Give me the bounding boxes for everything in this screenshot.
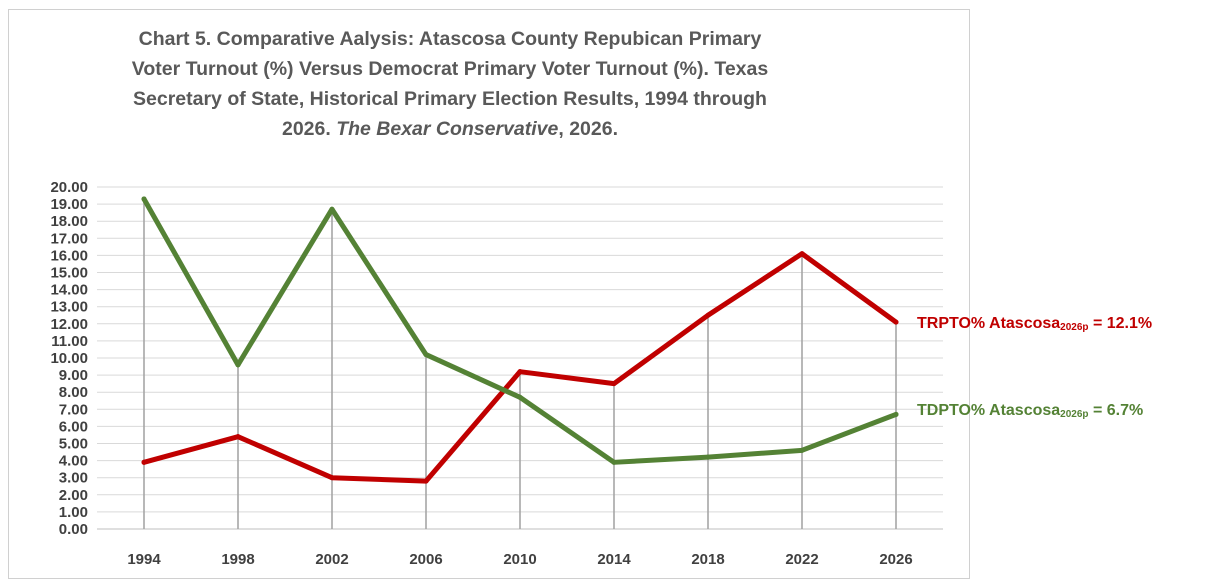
democrat-annotation-sub: 2026p xyxy=(1060,409,1089,420)
data-point-green xyxy=(517,394,523,400)
data-point-green xyxy=(141,196,147,202)
y-tick-label: 7.00 xyxy=(59,401,88,418)
data-point-green xyxy=(611,459,617,465)
x-tick-label: 2006 xyxy=(409,551,442,568)
data-point-red xyxy=(141,459,147,465)
y-tick-label: 20.00 xyxy=(50,179,88,196)
x-tick-label: 2018 xyxy=(691,551,724,568)
data-point-red xyxy=(423,478,429,484)
democrat-annotation-prefix: TDPTO% Atascosa xyxy=(917,402,1061,419)
democrat-annotation: TDPTO% Atascosa2026p = 6.7% xyxy=(917,402,1143,420)
chart-title-line-1: Chart 5. Comparative Aalysis: Atascosa C… xyxy=(138,28,762,50)
chart-title-publication: The Bexar Conservative xyxy=(336,118,559,140)
data-point-red xyxy=(611,381,617,387)
democrat-annotation-value: = 6.7% xyxy=(1088,402,1144,419)
chart-title: Chart 5. Comparative Aalysis: Atascosa C… xyxy=(85,24,815,144)
data-point-green xyxy=(235,362,241,368)
x-tick-label: 1994 xyxy=(127,551,161,568)
chart-title-line-4-post: , 2026. xyxy=(558,118,619,140)
chart-title-line-2: Voter Turnout (%) Versus Democrat Primar… xyxy=(131,58,769,80)
y-tick-label: 0.00 xyxy=(59,521,88,538)
data-point-red xyxy=(517,369,523,375)
data-point-red xyxy=(329,475,335,481)
y-tick-label: 15.00 xyxy=(50,265,88,282)
chart-frame xyxy=(8,9,970,579)
data-point-green xyxy=(893,411,899,417)
data-point-green xyxy=(799,447,805,453)
x-tick-label: 2014 xyxy=(597,551,631,568)
x-tick-label: 2022 xyxy=(785,551,818,568)
republican-annotation-sub: 2026p xyxy=(1060,322,1089,333)
y-tick-label: 9.00 xyxy=(59,367,88,384)
data-point-red xyxy=(235,434,241,440)
chart-title-line-3: Secretary of State, Historical Primary E… xyxy=(133,88,767,110)
data-point-green xyxy=(423,352,429,358)
x-tick-label: 2010 xyxy=(503,551,536,568)
republican-annotation-value: = 12.1% xyxy=(1088,315,1153,332)
y-tick-label: 13.00 xyxy=(50,299,88,316)
x-tick-label: 2002 xyxy=(315,551,348,568)
x-tick-label: 1998 xyxy=(221,551,254,568)
republican-annotation: TRPTO% Atascosa2026p = 12.1% xyxy=(917,315,1152,333)
y-tick-label: 2.00 xyxy=(59,487,88,504)
y-tick-label: 18.00 xyxy=(50,213,88,230)
data-point-red xyxy=(705,312,711,318)
y-tick-label: 4.00 xyxy=(59,453,88,470)
data-point-green xyxy=(705,454,711,460)
data-point-red xyxy=(799,251,805,257)
chart-title-line-4: 2026. The Bexar Conservative, 2026. xyxy=(85,114,815,144)
data-point-green xyxy=(329,206,335,212)
y-tick-label: 6.00 xyxy=(59,418,88,435)
y-tick-label: 3.00 xyxy=(59,470,88,487)
y-tick-label: 5.00 xyxy=(59,436,88,453)
chart-title-line-4-pre: 2026. xyxy=(281,118,337,140)
y-tick-label: 10.00 xyxy=(50,350,88,367)
y-tick-label: 19.00 xyxy=(50,196,88,213)
y-tick-label: 11.00 xyxy=(51,333,88,350)
data-point-red xyxy=(893,319,899,325)
y-tick-label: 12.00 xyxy=(50,316,88,333)
y-tick-label: 1.00 xyxy=(59,504,88,521)
y-tick-label: 16.00 xyxy=(50,247,88,264)
y-tick-label: 17.00 xyxy=(50,230,88,247)
republican-annotation-prefix: TRPTO% Atascosa xyxy=(917,315,1061,332)
x-tick-label: 2026 xyxy=(879,551,912,568)
y-tick-label: 8.00 xyxy=(59,384,88,401)
y-tick-label: 14.00 xyxy=(50,282,88,299)
